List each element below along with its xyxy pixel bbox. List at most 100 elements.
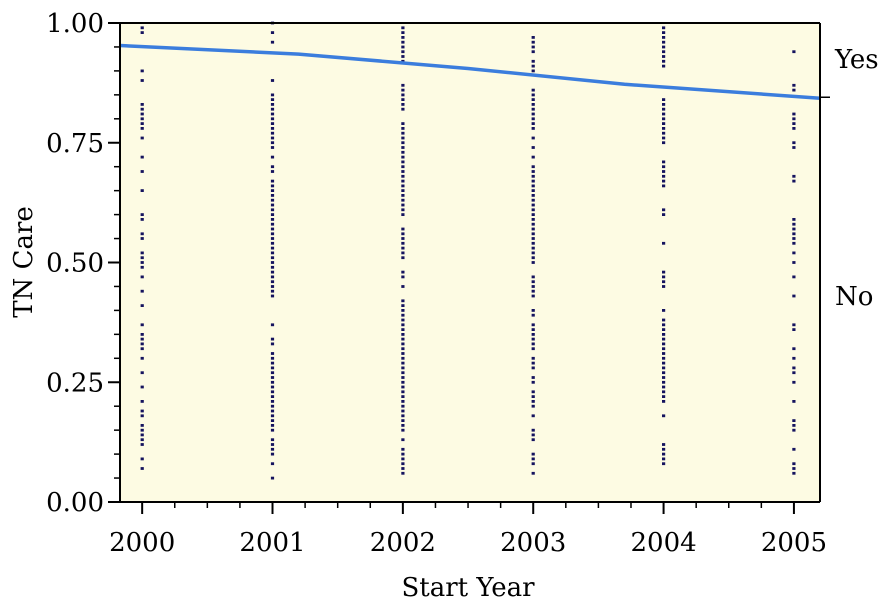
data-point xyxy=(662,400,666,403)
data-point xyxy=(531,433,535,437)
data-point xyxy=(531,347,535,351)
data-point xyxy=(531,246,535,250)
data-point xyxy=(401,462,405,466)
data-point xyxy=(662,160,666,164)
data-point xyxy=(531,218,535,221)
data-point xyxy=(270,356,275,360)
data-point xyxy=(270,256,275,260)
data-point xyxy=(662,208,666,212)
data-point xyxy=(792,237,796,240)
data-point xyxy=(401,136,405,140)
data-point xyxy=(270,275,275,279)
data-point xyxy=(662,462,666,466)
data-point xyxy=(270,218,275,221)
data-point xyxy=(531,198,535,202)
data-point xyxy=(140,333,144,336)
data-point xyxy=(140,155,144,159)
data-point xyxy=(531,222,535,226)
data-point xyxy=(662,241,666,245)
data-point xyxy=(401,333,405,336)
data-point xyxy=(531,194,535,197)
data-point xyxy=(531,414,535,418)
data-point xyxy=(792,275,796,279)
data-point xyxy=(531,280,535,284)
data-point xyxy=(531,213,535,216)
data-point xyxy=(531,165,535,169)
data-point xyxy=(662,40,666,44)
data-point xyxy=(270,462,275,466)
data-point xyxy=(401,208,405,212)
data-point xyxy=(270,404,275,408)
data-point xyxy=(401,447,405,451)
data-point xyxy=(792,122,796,125)
data-point xyxy=(401,55,405,58)
data-point xyxy=(270,31,275,34)
data-point xyxy=(662,323,666,327)
data-point xyxy=(401,194,405,197)
data-point xyxy=(531,342,535,346)
data-point xyxy=(662,390,666,394)
data-point xyxy=(531,112,535,116)
data-points xyxy=(140,21,796,480)
data-point xyxy=(270,261,275,264)
data-point xyxy=(531,452,535,456)
category-label: No xyxy=(835,282,873,312)
data-point xyxy=(270,117,275,121)
data-point xyxy=(140,457,144,461)
data-point xyxy=(140,438,144,442)
data-point xyxy=(270,198,275,202)
data-point xyxy=(270,385,275,389)
data-point xyxy=(662,337,666,341)
data-point xyxy=(792,323,796,327)
data-point xyxy=(531,428,535,432)
data-point xyxy=(531,122,535,125)
data-point xyxy=(270,447,275,451)
data-point xyxy=(140,127,144,130)
data-point xyxy=(531,356,535,360)
data-point xyxy=(792,117,796,121)
data-point xyxy=(662,275,666,279)
data-point xyxy=(401,98,405,101)
data-point xyxy=(531,471,535,475)
data-point xyxy=(662,347,666,351)
data-point xyxy=(531,155,535,159)
data-point xyxy=(270,184,275,188)
data-point xyxy=(401,395,405,398)
data-point xyxy=(270,371,275,375)
data-point xyxy=(270,251,275,255)
data-point xyxy=(140,424,144,427)
data-point xyxy=(792,174,796,178)
data-point xyxy=(531,174,535,178)
data-point xyxy=(270,395,275,398)
data-point xyxy=(531,380,535,384)
data-point xyxy=(270,285,275,288)
data-point xyxy=(662,170,666,173)
data-point xyxy=(401,385,405,389)
data-point xyxy=(792,232,796,236)
data-point xyxy=(531,294,535,298)
data-point xyxy=(140,428,144,432)
data-point xyxy=(531,93,535,97)
data-point xyxy=(401,356,405,360)
right-category-axis: Yes No xyxy=(820,45,879,312)
data-point xyxy=(270,337,275,341)
data-point xyxy=(531,333,535,336)
data-point xyxy=(140,232,144,236)
data-point xyxy=(531,241,535,245)
data-point xyxy=(270,107,275,111)
data-point xyxy=(662,356,666,360)
y-tick-label: 1.00 xyxy=(46,9,104,39)
data-point xyxy=(270,438,275,442)
data-point xyxy=(401,237,405,240)
data-point xyxy=(531,289,535,293)
data-point xyxy=(401,174,405,178)
data-point xyxy=(401,376,405,379)
data-point xyxy=(270,93,275,97)
data-point xyxy=(140,443,144,446)
data-point xyxy=(401,467,405,470)
data-point xyxy=(792,146,796,149)
x-axis-title: Start Year xyxy=(401,573,535,603)
data-point xyxy=(662,447,666,451)
data-point xyxy=(140,117,144,121)
data-point xyxy=(401,361,405,365)
